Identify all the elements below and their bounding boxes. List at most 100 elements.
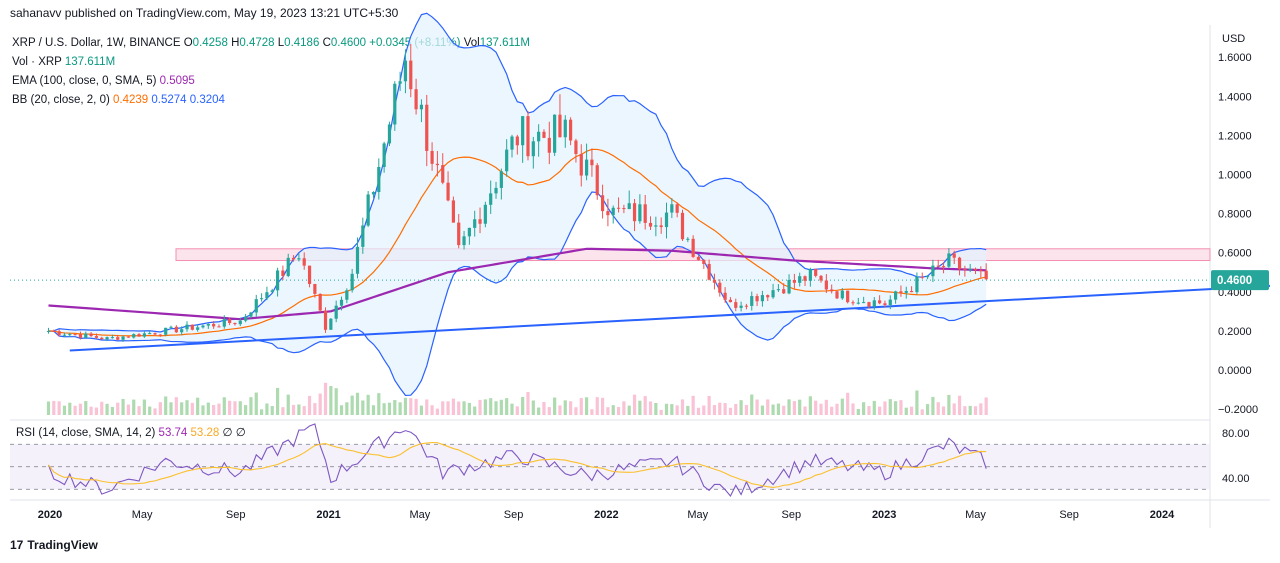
candle-body <box>814 268 818 276</box>
volume-bar <box>947 394 951 415</box>
volume-bar <box>547 407 551 415</box>
candle-body <box>94 336 99 338</box>
candle-body <box>872 300 876 307</box>
candle-body <box>638 204 642 222</box>
candle-body <box>941 266 946 268</box>
volume-bar <box>531 400 535 415</box>
volume-bar <box>920 409 924 415</box>
brand-name: TradingView <box>27 538 98 552</box>
volume-bar <box>435 408 440 415</box>
volume-bar <box>739 400 743 415</box>
candle-body <box>398 81 402 84</box>
candle-body <box>723 292 727 300</box>
candle-body <box>425 104 429 151</box>
volume-bar <box>712 404 717 415</box>
time-tick-label: Sep <box>504 509 524 521</box>
candle-body <box>771 290 775 298</box>
candle-body <box>766 295 770 298</box>
volume-bar <box>382 403 386 415</box>
volume-bar <box>851 403 855 415</box>
candle-body <box>483 204 487 224</box>
candle-body <box>830 289 834 292</box>
candle-body <box>894 291 898 300</box>
candle-body <box>648 222 653 227</box>
candle-body <box>393 83 397 125</box>
candle-body <box>531 141 535 157</box>
bollinger-basis-line <box>48 148 987 337</box>
volume-bar <box>473 406 477 415</box>
candle-body <box>73 334 77 336</box>
candle-body <box>558 114 562 138</box>
volume-bar <box>973 406 978 415</box>
candle-body <box>909 290 914 293</box>
volume-bar <box>265 403 269 415</box>
candle-body <box>249 312 253 317</box>
volume-bar <box>632 394 637 415</box>
candle-body <box>291 257 296 260</box>
volume-bar <box>728 407 733 415</box>
candle-body <box>126 336 130 338</box>
volume-bar <box>904 407 908 415</box>
candle-body <box>334 305 338 319</box>
rsi-legend: RSI (14, close, SMA, 14, 2) 53.74 53.28 … <box>16 427 246 439</box>
volume-bar <box>723 403 727 415</box>
candle-body <box>169 326 173 328</box>
candle-body <box>46 330 51 332</box>
time-tick-label: May <box>410 509 431 521</box>
volume-bar <box>782 405 786 415</box>
candle-body <box>313 283 317 294</box>
candle-body <box>105 337 109 340</box>
candle-body <box>787 280 791 294</box>
volume-bar <box>776 403 780 415</box>
volume-bar <box>275 387 280 415</box>
candle-body <box>238 320 242 325</box>
candle-body <box>798 276 802 283</box>
volume-bar <box>174 397 178 415</box>
volume-bar <box>238 401 242 415</box>
candle-body <box>281 270 285 277</box>
candle-body <box>654 225 658 227</box>
candle-body <box>707 263 711 280</box>
candle-body <box>180 329 184 333</box>
price-tick-label: 0.6000 <box>1218 248 1252 260</box>
candle-body <box>174 326 178 333</box>
candle-body <box>270 290 274 293</box>
volume-bar <box>595 397 599 415</box>
volume-bar <box>100 401 104 415</box>
time-tick-label: Sep <box>1059 509 1079 521</box>
candle-body <box>888 299 892 305</box>
volume-bar <box>691 395 695 415</box>
candle-body <box>659 225 663 228</box>
candle-body <box>973 268 978 271</box>
volume-bar <box>142 399 146 415</box>
volume-bar <box>94 407 99 415</box>
candle-body <box>931 265 935 277</box>
candle-body <box>979 270 983 272</box>
candle-body <box>206 323 210 326</box>
candle-body <box>792 280 796 283</box>
symbol-title: XRP / U.S. Dollar, 1W, BINANCE <box>12 37 181 49</box>
candle-body <box>52 330 56 332</box>
candle-body <box>121 336 125 340</box>
candle-body <box>185 324 189 330</box>
volume-bar <box>915 390 919 415</box>
candle-body <box>489 193 493 205</box>
volume-bar <box>180 402 184 415</box>
volume-bar <box>57 401 61 415</box>
close-value: 0.4600 <box>330 37 367 49</box>
candle-body <box>228 319 232 323</box>
candle-body <box>345 290 349 300</box>
volume-bar <box>558 405 562 415</box>
volume-bar <box>196 397 200 415</box>
volume-bar <box>814 400 818 415</box>
candle-body <box>553 114 557 153</box>
candle-body <box>57 331 61 335</box>
volume-bar <box>228 400 232 415</box>
price-tick-label: 0.2000 <box>1218 326 1252 338</box>
candle-body <box>537 131 541 142</box>
candle-body <box>984 270 988 280</box>
volume-bar <box>403 397 408 415</box>
candle-body <box>212 323 216 327</box>
volume-bar <box>899 400 903 415</box>
